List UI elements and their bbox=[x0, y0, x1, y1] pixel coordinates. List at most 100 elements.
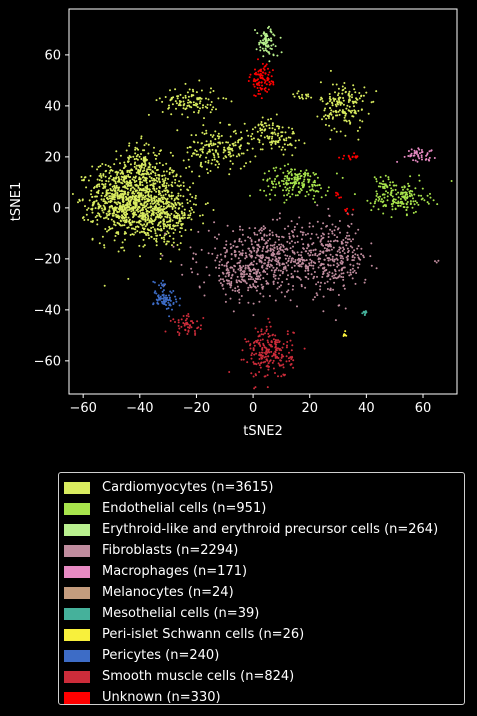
data-point bbox=[304, 171, 307, 174]
data-point bbox=[113, 239, 116, 242]
data-point bbox=[352, 259, 355, 262]
data-point bbox=[138, 206, 141, 209]
data-point bbox=[112, 211, 115, 214]
data-point bbox=[259, 274, 262, 277]
data-point bbox=[384, 174, 387, 177]
data-point bbox=[225, 156, 228, 159]
data-point bbox=[207, 143, 210, 146]
data-point bbox=[282, 180, 285, 183]
data-point bbox=[188, 186, 191, 189]
data-point bbox=[417, 154, 420, 157]
data-point bbox=[151, 166, 154, 168]
data-point bbox=[290, 144, 293, 147]
data-point bbox=[192, 258, 195, 260]
data-point bbox=[228, 123, 231, 126]
data-point bbox=[291, 230, 293, 233]
data-point bbox=[198, 286, 201, 289]
data-point bbox=[343, 266, 346, 269]
data-point bbox=[158, 208, 160, 211]
data-point bbox=[120, 246, 123, 249]
data-point bbox=[111, 212, 114, 215]
data-point bbox=[277, 127, 280, 130]
y-tick-label: 40 bbox=[44, 99, 61, 114]
data-point bbox=[155, 244, 158, 247]
data-point bbox=[276, 134, 279, 137]
data-point bbox=[120, 171, 123, 174]
data-point bbox=[176, 224, 179, 227]
data-point bbox=[427, 202, 430, 205]
data-point bbox=[166, 240, 169, 243]
data-point bbox=[344, 114, 347, 117]
data-point bbox=[163, 211, 166, 214]
data-point bbox=[152, 202, 154, 205]
data-point bbox=[352, 264, 355, 267]
data-point bbox=[223, 247, 226, 249]
legend-label: Pericytes (n=240) bbox=[102, 648, 220, 663]
data-point bbox=[189, 193, 192, 196]
data-point bbox=[252, 361, 255, 364]
data-point bbox=[294, 176, 297, 179]
data-point bbox=[335, 172, 338, 175]
data-point bbox=[105, 180, 108, 182]
data-point bbox=[234, 253, 237, 256]
data-point bbox=[271, 345, 274, 348]
data-point bbox=[71, 193, 74, 195]
data-point bbox=[339, 254, 342, 257]
data-point bbox=[285, 139, 288, 142]
data-point bbox=[250, 372, 253, 375]
data-point bbox=[159, 257, 162, 260]
data-point bbox=[256, 275, 258, 278]
data-point bbox=[97, 189, 100, 192]
data-point bbox=[347, 109, 350, 112]
data-point bbox=[356, 262, 359, 265]
data-point bbox=[161, 290, 164, 293]
data-point bbox=[287, 126, 290, 129]
data-point bbox=[167, 301, 170, 304]
data-point bbox=[307, 95, 310, 98]
data-point bbox=[226, 267, 229, 270]
data-point bbox=[344, 307, 347, 310]
data-point bbox=[384, 184, 387, 187]
data-point bbox=[249, 284, 251, 287]
data-point bbox=[180, 223, 183, 226]
data-point bbox=[91, 195, 94, 198]
data-point bbox=[277, 277, 280, 280]
data-point bbox=[286, 194, 289, 196]
data-point bbox=[214, 259, 217, 262]
data-point bbox=[114, 192, 117, 195]
data-point bbox=[264, 64, 267, 67]
data-point bbox=[347, 238, 349, 241]
data-point bbox=[128, 169, 130, 172]
data-point bbox=[155, 237, 158, 240]
data-point bbox=[99, 173, 102, 175]
data-point bbox=[171, 169, 173, 172]
data-point bbox=[161, 302, 164, 305]
data-point bbox=[195, 203, 197, 206]
data-point bbox=[306, 172, 309, 175]
data-point bbox=[258, 43, 261, 46]
data-point bbox=[174, 178, 177, 181]
data-point bbox=[161, 294, 164, 297]
data-point bbox=[265, 194, 268, 197]
data-point bbox=[244, 264, 247, 267]
data-point bbox=[340, 259, 343, 262]
data-point bbox=[267, 137, 270, 140]
data-point bbox=[116, 203, 119, 206]
data-point bbox=[331, 275, 334, 278]
data-point bbox=[370, 264, 373, 267]
data-point bbox=[202, 104, 204, 107]
data-point bbox=[150, 235, 153, 238]
data-point bbox=[266, 135, 269, 138]
data-point bbox=[187, 313, 190, 315]
data-point bbox=[266, 351, 269, 354]
data-point bbox=[255, 281, 258, 283]
data-point bbox=[298, 216, 301, 219]
data-point bbox=[347, 154, 350, 157]
data-point bbox=[315, 173, 317, 175]
data-point bbox=[160, 211, 163, 214]
data-point bbox=[143, 149, 146, 152]
data-point bbox=[133, 179, 136, 182]
data-point bbox=[104, 216, 107, 219]
data-point bbox=[327, 236, 330, 238]
data-point bbox=[210, 101, 213, 103]
